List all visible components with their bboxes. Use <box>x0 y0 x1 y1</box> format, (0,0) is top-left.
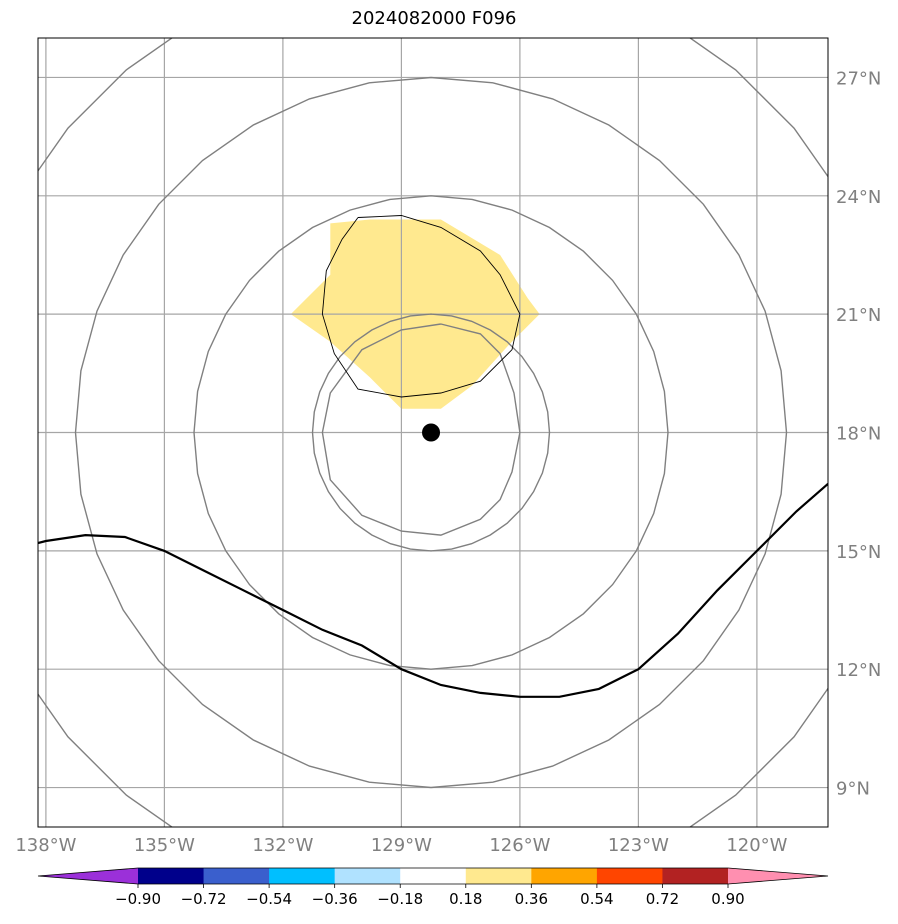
colorbar-tick-label: 0.36 <box>515 890 548 908</box>
colorbar-tick-label: 0.54 <box>580 890 613 908</box>
y-tick-label: 9°N <box>836 779 870 800</box>
colorbar-tick-label: 0.72 <box>646 890 679 908</box>
colorbar-tick-label: −0.72 <box>181 890 227 908</box>
colorbar-extend-high <box>728 868 828 884</box>
y-tick-label: 21°N <box>836 305 881 326</box>
range-ring <box>311 313 551 552</box>
colorbar-tick-label: −0.90 <box>115 890 161 908</box>
colorbar-segment <box>203 868 270 884</box>
x-tick-label: 126°W <box>489 835 550 856</box>
plot-frame <box>37 37 829 828</box>
y-tick-label: 12°N <box>836 660 881 681</box>
x-tick-label: 123°W <box>608 835 669 856</box>
range-ring <box>74 76 788 789</box>
x-tick-label: 129°W <box>371 835 432 856</box>
colorbar-tick-label: −0.18 <box>377 890 423 908</box>
colorbar-segment <box>138 868 205 884</box>
x-tick-label: 135°W <box>134 835 195 856</box>
x-tick-label: 132°W <box>252 835 313 856</box>
colorbar-extend-low <box>38 868 138 884</box>
y-tick-label: 18°N <box>836 424 881 445</box>
x-tick-label: 120°W <box>726 835 787 856</box>
colorbar-tick-label: −0.36 <box>312 890 358 908</box>
colorbar-segment <box>662 868 729 884</box>
colorbar-segment <box>531 868 598 884</box>
colorbar-segment <box>400 868 467 884</box>
inner-contour <box>321 323 521 536</box>
y-tick-label: 27°N <box>836 68 881 89</box>
colorbar-segment <box>465 868 532 884</box>
range-ring <box>193 195 669 670</box>
colorbar-tick-label: 0.18 <box>449 890 482 908</box>
y-tick-label: 15°N <box>836 542 881 563</box>
storm-center-marker <box>422 423 441 442</box>
x-tick-label: 138°W <box>15 835 76 856</box>
track-line <box>38 482 828 698</box>
thin-contour <box>321 215 521 398</box>
colorbar-tick-label: −0.54 <box>246 890 292 908</box>
colorbar-segment <box>596 868 663 884</box>
chart-title: 2024082000 F096 <box>351 8 517 29</box>
colorbar-tick-label: 0.90 <box>711 890 744 908</box>
colorbar-segment <box>334 868 401 884</box>
colorbar-segment <box>269 868 336 884</box>
y-tick-label: 24°N <box>836 187 881 208</box>
